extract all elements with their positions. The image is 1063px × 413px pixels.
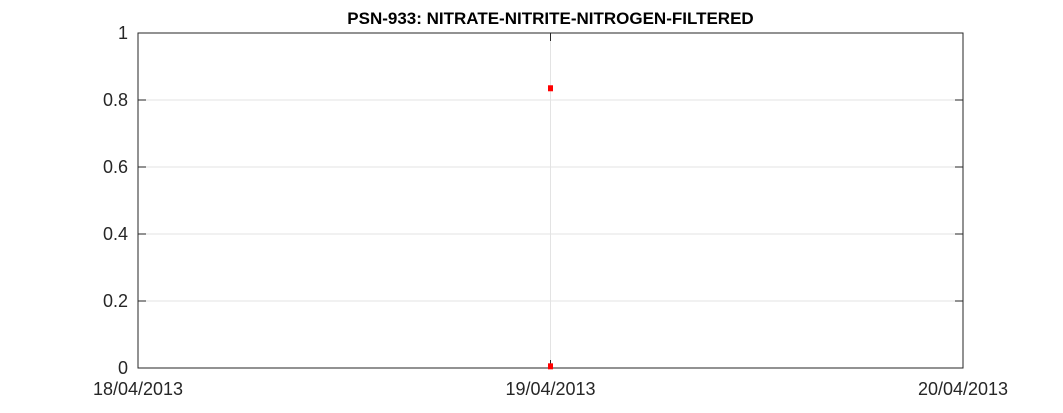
data-marks [548,85,553,370]
y-tick-label: 0.4 [103,224,128,244]
data-point [548,363,553,370]
grid [138,33,963,368]
chart-title: PSN-933: NITRATE-NITRITE-NITROGEN-FILTER… [347,9,753,28]
y-tick-label: 1 [118,23,128,43]
y-tick-label: 0.2 [103,291,128,311]
x-tick-label: 18/04/2013 [93,379,183,399]
y-tick-label: 0 [118,358,128,378]
y-tick-label: 0.6 [103,157,128,177]
axes: 0 0.2 0.4 0.6 0.8 1 18/04/2013 19/04/2013 20/04/… [93,23,1008,399]
x-tick-label: 20/04/2013 [918,379,1008,399]
y-tick-label: 0.8 [103,90,128,110]
data-point [548,85,553,92]
x-tick-label: 19/04/2013 [505,379,595,399]
